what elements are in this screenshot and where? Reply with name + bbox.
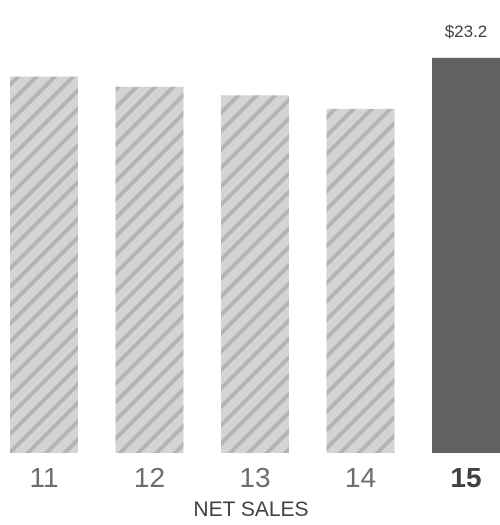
- x-axis-title: NET SALES: [193, 498, 308, 521]
- bars-group: [10, 57, 500, 454]
- category-label-15: 15: [450, 462, 481, 493]
- category-label-11: 11: [29, 462, 58, 493]
- value-labels-group: $23.2: [445, 22, 488, 41]
- category-label-13: 13: [239, 462, 270, 493]
- bar-12: [115, 86, 184, 454]
- value-label-15: $23.2: [445, 22, 488, 41]
- category-label-14: 14: [345, 462, 376, 493]
- bar-13: [221, 95, 289, 454]
- category-label-12: 12: [134, 462, 165, 493]
- category-labels-group: 11 12 13 14 15: [29, 462, 481, 493]
- bar-15: [432, 57, 500, 454]
- bar-11: [10, 76, 78, 453]
- bar-14: [326, 108, 395, 454]
